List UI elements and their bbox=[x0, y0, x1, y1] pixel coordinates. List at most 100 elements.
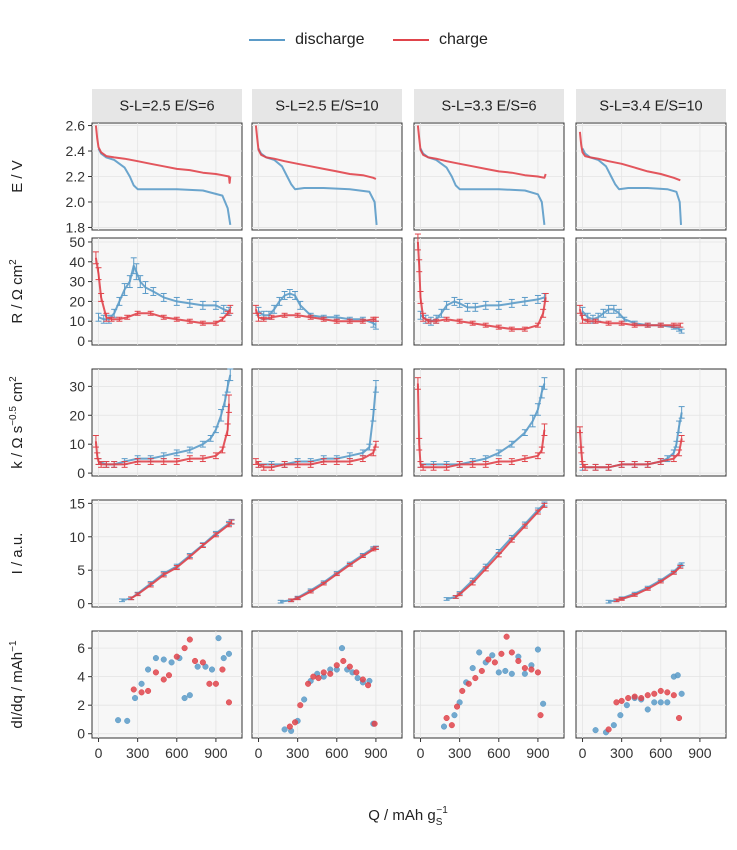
point-discharge-dIdq-2-0 bbox=[440, 723, 448, 730]
panel-R-1 bbox=[251, 237, 403, 346]
point-charge-dIdq-3-2 bbox=[618, 697, 625, 704]
point-charge-dIdq-2-2 bbox=[453, 703, 461, 710]
point-charge-dIdq-2-11 bbox=[508, 649, 515, 656]
point-discharge-dIdq-3-13 bbox=[678, 690, 685, 697]
legend-swatch-charge bbox=[392, 39, 429, 41]
point-charge-dIdq-1-0 bbox=[286, 723, 293, 730]
series-line-charge-I-1 bbox=[290, 547, 377, 602]
series-line-charge-E-1 bbox=[254, 125, 377, 180]
point-charge-dIdq-0-8 bbox=[186, 636, 193, 643]
xtick-label-3-2: 600 bbox=[649, 745, 673, 761]
ytick-label-I-2: 10 bbox=[69, 529, 85, 545]
point-discharge-dIdq-0-13 bbox=[208, 666, 216, 673]
point-discharge-dIdq-2-4 bbox=[469, 665, 476, 672]
point-discharge-dIdq-3-4 bbox=[623, 702, 630, 709]
point-charge-dIdq-1-12 bbox=[359, 676, 366, 683]
point-discharge-dIdq-0-11 bbox=[194, 663, 201, 670]
point-charge-dIdq-1-13 bbox=[365, 682, 372, 689]
point-charge-dIdq-3-8 bbox=[657, 687, 664, 694]
point-charge-dIdq-1-7 bbox=[327, 670, 334, 677]
xtick-label-1-0: 0 bbox=[255, 745, 263, 761]
point-charge-dIdq-2-0 bbox=[443, 714, 450, 722]
point-discharge-dIdq-3-9 bbox=[657, 699, 664, 706]
ytick-label-R-2: 20 bbox=[69, 293, 85, 309]
point-discharge-dIdq-0-7 bbox=[168, 659, 175, 666]
ytick-label-dIdq-2: 4 bbox=[77, 669, 85, 685]
ytick-label-dIdq-3: 6 bbox=[77, 640, 85, 656]
point-discharge-dIdq-0-5 bbox=[152, 655, 159, 662]
point-discharge-dIdq-2-7 bbox=[489, 652, 496, 659]
ytick-label-E-4: 2.6 bbox=[66, 118, 86, 134]
point-charge-dIdq-1-3 bbox=[305, 680, 312, 687]
xaxis-title: Q / mAh gS−1 bbox=[368, 805, 448, 828]
series-line-discharge-R-1 bbox=[257, 292, 377, 326]
series-line-charge-R-1 bbox=[254, 308, 376, 323]
point-charge-dIdq-2-6 bbox=[478, 667, 485, 674]
series-line-charge-R-3 bbox=[578, 309, 681, 327]
point-discharge-dIdq-3-3 bbox=[617, 712, 624, 719]
ytick-label-R-4: 40 bbox=[69, 254, 85, 270]
point-discharge-dIdq-1-9 bbox=[338, 645, 346, 652]
facet-label-2: S-L=3.3 E/S=6 bbox=[441, 99, 536, 115]
point-charge-dIdq-3-3 bbox=[625, 695, 632, 702]
point-charge-dIdq-2-8 bbox=[491, 659, 498, 666]
point-charge-dIdq-1-11 bbox=[353, 669, 360, 676]
point-discharge-dIdq-2-5 bbox=[476, 649, 483, 656]
ytick-label-R-1: 10 bbox=[69, 313, 85, 329]
point-discharge-dIdq-0-2 bbox=[131, 695, 139, 702]
point-charge-dIdq-0-5 bbox=[165, 672, 173, 679]
point-discharge-dIdq-2-15 bbox=[540, 700, 547, 707]
series-line-charge-E-3 bbox=[578, 131, 681, 182]
point-charge-dIdq-1-4 bbox=[310, 673, 317, 680]
panel-R-3 bbox=[575, 237, 727, 346]
point-charge-dIdq-2-16 bbox=[537, 712, 544, 719]
ylabel-I: I / a.u. bbox=[9, 533, 26, 575]
point-charge-dIdq-2-13 bbox=[521, 665, 528, 672]
point-discharge-dIdq-0-10 bbox=[186, 692, 193, 699]
series-line-discharge-E-0 bbox=[97, 148, 232, 226]
xtick-label-0-3: 900 bbox=[204, 745, 228, 761]
panel-dIdq-0 bbox=[91, 630, 243, 739]
point-charge-dIdq-0-11 bbox=[206, 680, 213, 687]
facet-strip-3 bbox=[576, 89, 726, 122]
xtick-label-2-0: 0 bbox=[417, 745, 425, 761]
point-charge-dIdq-2-4 bbox=[465, 680, 472, 687]
point-discharge-dIdq-3-12 bbox=[674, 672, 681, 679]
ytick-label-I-3: 15 bbox=[69, 495, 85, 511]
point-charge-dIdq-1-14 bbox=[371, 720, 378, 727]
ylabel-E: E / V bbox=[9, 160, 26, 193]
point-discharge-dIdq-0-3 bbox=[138, 680, 145, 687]
point-charge-dIdq-1-8 bbox=[333, 662, 340, 669]
xtick-label-1-1: 300 bbox=[286, 745, 310, 761]
point-discharge-dIdq-3-8 bbox=[651, 699, 658, 706]
series-line-charge-I-0 bbox=[130, 521, 233, 600]
ylabel-k: k / Ω s−0.5​ cm2​ bbox=[8, 376, 26, 469]
xtick-label-2-1: 300 bbox=[448, 745, 472, 761]
point-charge-dIdq-1-1 bbox=[291, 719, 299, 726]
point-charge-dIdq-0-10 bbox=[199, 659, 206, 666]
ytick-label-dIdq-0: 0 bbox=[77, 726, 85, 742]
xtick-label-3-0: 0 bbox=[579, 745, 587, 761]
xtick-label-2-3: 900 bbox=[526, 745, 550, 761]
series-line-charge-k-0 bbox=[94, 403, 230, 466]
point-charge-dIdq-2-7 bbox=[485, 656, 492, 663]
point-charge-dIdq-1-2 bbox=[297, 702, 304, 709]
point-charge-dIdq-3-5 bbox=[638, 695, 645, 702]
point-discharge-dIdq-3-0 bbox=[592, 727, 599, 734]
point-charge-dIdq-3-4 bbox=[631, 693, 638, 700]
ytick-label-k-0: 0 bbox=[77, 465, 85, 481]
point-discharge-dIdq-0-15 bbox=[220, 655, 227, 662]
xtick-label-0-1: 300 bbox=[126, 745, 150, 761]
panel-k-3 bbox=[575, 368, 727, 477]
panel-k-1 bbox=[251, 368, 403, 477]
point-charge-dIdq-0-0 bbox=[130, 686, 137, 693]
point-discharge-dIdq-2-9 bbox=[502, 667, 509, 674]
panel-k-2 bbox=[413, 368, 565, 477]
point-charge-dIdq-0-1 bbox=[138, 689, 145, 696]
point-discharge-dIdq-0-9 bbox=[181, 695, 188, 702]
facet-strip-0 bbox=[92, 89, 242, 122]
point-discharge-dIdq-0-14 bbox=[215, 635, 222, 642]
point-charge-dIdq-2-9 bbox=[498, 650, 505, 657]
series-line-charge-I-2 bbox=[455, 504, 546, 598]
